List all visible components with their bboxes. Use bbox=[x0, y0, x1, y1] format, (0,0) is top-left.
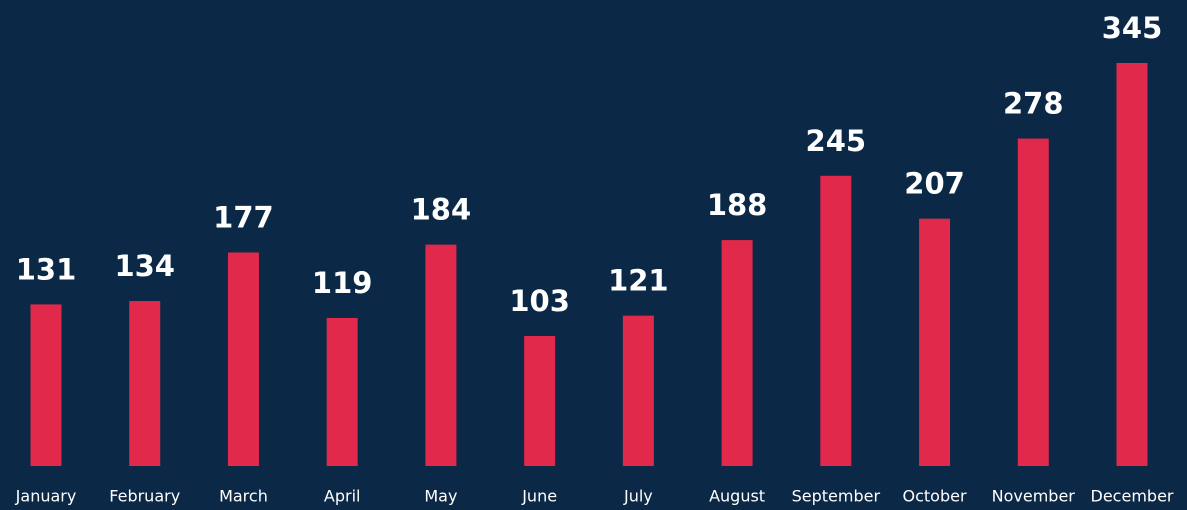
bar bbox=[425, 244, 457, 466]
value-label: 345 bbox=[1102, 11, 1163, 45]
value-label: 134 bbox=[114, 249, 175, 283]
x-tick-label: October bbox=[903, 487, 967, 506]
x-tick-label: June bbox=[521, 487, 557, 506]
x-tick-label: August bbox=[709, 487, 765, 506]
value-label: 131 bbox=[16, 252, 77, 286]
bar bbox=[129, 301, 161, 466]
x-tick-label: September bbox=[792, 487, 881, 506]
value-label: 177 bbox=[213, 201, 274, 235]
value-label: 103 bbox=[509, 284, 570, 318]
value-label: 119 bbox=[312, 266, 373, 300]
value-label: 121 bbox=[608, 264, 669, 298]
value-label: 278 bbox=[1003, 87, 1064, 121]
value-label: 184 bbox=[411, 193, 472, 227]
x-tick-label: January bbox=[15, 487, 77, 506]
bar bbox=[622, 315, 654, 466]
x-tick-label: July bbox=[623, 487, 653, 506]
bar bbox=[820, 175, 852, 467]
value-label: 245 bbox=[806, 124, 867, 158]
x-tick-label: December bbox=[1091, 487, 1174, 506]
bar bbox=[721, 240, 753, 466]
x-tick-label: May bbox=[424, 487, 457, 506]
x-tick-label: March bbox=[219, 487, 268, 506]
value-label: 188 bbox=[707, 188, 768, 222]
x-tick-label: February bbox=[109, 487, 180, 506]
x-tick-label: April bbox=[324, 487, 361, 506]
bar bbox=[30, 304, 62, 466]
bar bbox=[1116, 63, 1148, 466]
bar bbox=[524, 335, 556, 466]
bar bbox=[919, 218, 951, 466]
bar bbox=[1017, 138, 1049, 467]
value-label: 207 bbox=[904, 167, 965, 201]
x-tick-label: November bbox=[992, 487, 1076, 506]
bar bbox=[326, 317, 358, 466]
bar bbox=[227, 252, 259, 466]
